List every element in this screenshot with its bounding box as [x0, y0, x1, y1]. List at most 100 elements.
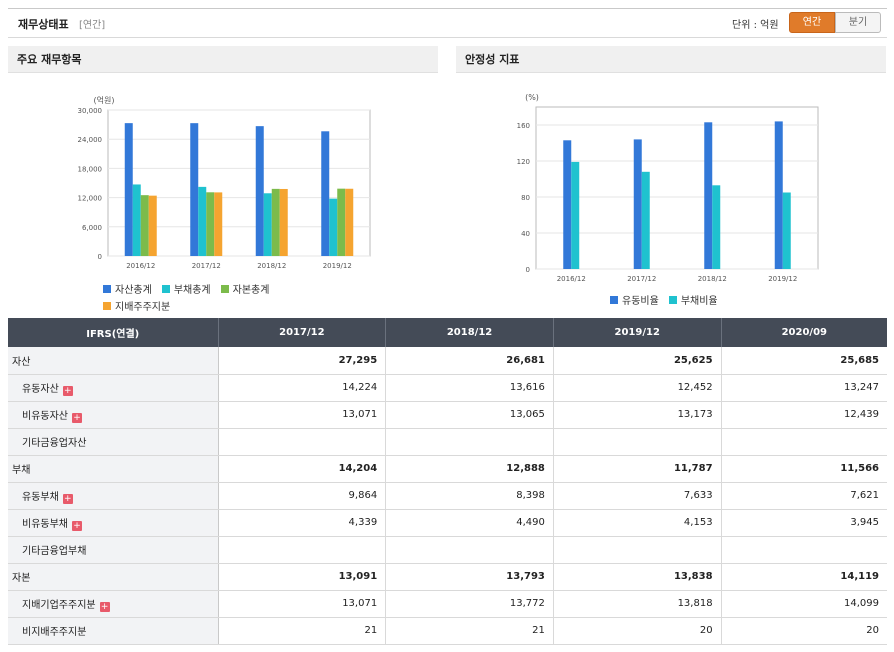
bar[interactable]: [337, 188, 346, 256]
row-label-text: 기타금융업부채: [22, 546, 87, 557]
y-tick-label: 0: [526, 266, 530, 274]
quarter-button[interactable]: 분기: [835, 12, 881, 33]
bar[interactable]: [255, 126, 264, 256]
row-label: 기타금융업부채: [8, 536, 219, 564]
x-tick-label: 2018/12: [257, 262, 286, 270]
legend-item[interactable]: 자본총계: [220, 281, 269, 296]
bar[interactable]: [704, 122, 713, 269]
bar[interactable]: [140, 195, 149, 256]
bar[interactable]: [782, 192, 791, 270]
legend-item[interactable]: 지배주주지분: [103, 298, 170, 313]
y-unit-label: (억원): [94, 95, 115, 105]
table-row: 기타금융업부채: [8, 536, 887, 564]
bar[interactable]: [774, 121, 783, 270]
annual-button[interactable]: 연간: [789, 12, 835, 33]
row-label-text: 비지배주주지분: [22, 627, 87, 638]
bar[interactable]: [279, 188, 288, 256]
table-cell: [553, 428, 722, 456]
table-row: 비유동자산 +13,071 13,065 13,173 12,439: [8, 401, 887, 429]
bar[interactable]: [214, 192, 223, 256]
legend-swatch: [103, 284, 111, 293]
bar[interactable]: [321, 131, 330, 256]
y-tick-label: 80: [521, 194, 530, 202]
table-cell: 20: [553, 617, 722, 645]
bar[interactable]: [712, 185, 721, 269]
legend-item[interactable]: 부채비율: [668, 292, 718, 307]
expand-plus-icon[interactable]: +: [62, 493, 73, 504]
bar[interactable]: [571, 161, 580, 269]
bar[interactable]: [329, 198, 338, 256]
table-row: 기타금융업자산: [8, 428, 887, 456]
balance-sheet-table: IFRS(연결) 2017/12 2018/12 2019/12 2020/09…: [8, 318, 887, 645]
statement-header: 재무상태표 [연간] 단위 : 억원 연간 분기: [8, 8, 887, 38]
y-tick-label: 0: [98, 253, 102, 261]
table-cell: 13,065: [385, 401, 554, 429]
bar[interactable]: [633, 139, 642, 269]
legend-item[interactable]: 자산총계: [103, 281, 152, 296]
legend-swatch: [610, 295, 618, 304]
row-label-text: 유동부채: [22, 491, 59, 503]
table-cell: 14,119: [721, 563, 887, 591]
legend-swatch: [220, 284, 229, 293]
expand-plus-icon[interactable]: +: [72, 412, 82, 423]
table-cell: 14,224: [218, 374, 387, 402]
y-tick-label: 40: [521, 230, 530, 238]
table-cell: 13,838: [553, 563, 722, 591]
column-header: 2020/09: [721, 318, 887, 347]
bar[interactable]: [345, 188, 354, 256]
x-tick-label: 2019/12: [323, 262, 352, 270]
table-row: 자산 27,295 26,681 25,625 25,685: [8, 347, 887, 375]
bar[interactable]: [206, 192, 215, 256]
legend-label: 유동비율: [622, 296, 659, 307]
bar[interactable]: [271, 188, 280, 256]
bar[interactable]: [198, 186, 207, 256]
x-tick-label: 2017/12: [627, 275, 656, 283]
table-cell: 13,173: [553, 401, 722, 429]
y-tick-label: 12,000: [78, 195, 103, 203]
legend-swatch: [103, 301, 111, 310]
x-tick-label: 2016/12: [126, 262, 155, 270]
row-label: 비유동자산 +: [8, 401, 219, 429]
table-cell: 13,616: [385, 374, 554, 402]
table-cell: 3,945: [721, 509, 887, 537]
x-tick-label: 2019/12: [768, 275, 797, 283]
table-row: 자본 13,091 13,793 13,838 14,119: [8, 563, 887, 591]
legend-item[interactable]: 유동비율: [610, 292, 659, 307]
table-cell: 14,099: [721, 590, 887, 618]
table-cell: 4,490: [385, 509, 554, 537]
table-header-row: IFRS(연결) 2017/12 2018/12 2019/12 2020/09: [8, 318, 887, 347]
bar[interactable]: [563, 140, 572, 269]
legend-swatch: [161, 284, 170, 293]
row-label: 기타금융업자산: [8, 428, 219, 456]
table-cell: [553, 536, 722, 564]
legend-label: 지배주주지분: [115, 302, 171, 313]
bar[interactable]: [641, 171, 650, 269]
table-corner-header: IFRS(연결): [8, 318, 219, 347]
expand-plus-icon[interactable]: +: [62, 385, 73, 396]
y-tick-label: 160: [517, 122, 530, 130]
y-tick-label: 6,000: [82, 224, 102, 232]
stability-legend: 유동비율 부채비율: [610, 292, 728, 307]
table-cell: 13,071: [218, 401, 387, 429]
row-label-text: 비유동자산: [22, 410, 68, 422]
table-cell: 26,681: [385, 347, 554, 375]
column-header: 2018/12: [385, 318, 554, 347]
table-cell: 25,625: [553, 347, 722, 375]
expand-plus-icon[interactable]: +: [72, 520, 82, 531]
table-cell: 21: [218, 617, 387, 645]
y-tick-label: 30,000: [78, 107, 103, 115]
legend-item[interactable]: 부채총계: [161, 281, 211, 296]
table-cell: 13,247: [721, 374, 887, 402]
bar[interactable]: [190, 123, 199, 256]
x-tick-label: 2018/12: [698, 275, 727, 283]
stability-chart: 0 40 80 120 160 (%) 2016/12 2017/12 2018/12 2019/…: [517, 93, 819, 283]
bar[interactable]: [124, 123, 133, 256]
bar[interactable]: [263, 193, 272, 256]
bar[interactable]: [132, 184, 141, 256]
expand-plus-icon[interactable]: +: [99, 601, 110, 612]
y-tick-label: 120: [517, 158, 530, 166]
bar[interactable]: [148, 195, 157, 256]
y-tick-label: 24,000: [78, 136, 103, 144]
table-cell: 12,452: [553, 374, 722, 402]
table-row: 비지배주주지분 21 21 20 20: [8, 617, 887, 645]
